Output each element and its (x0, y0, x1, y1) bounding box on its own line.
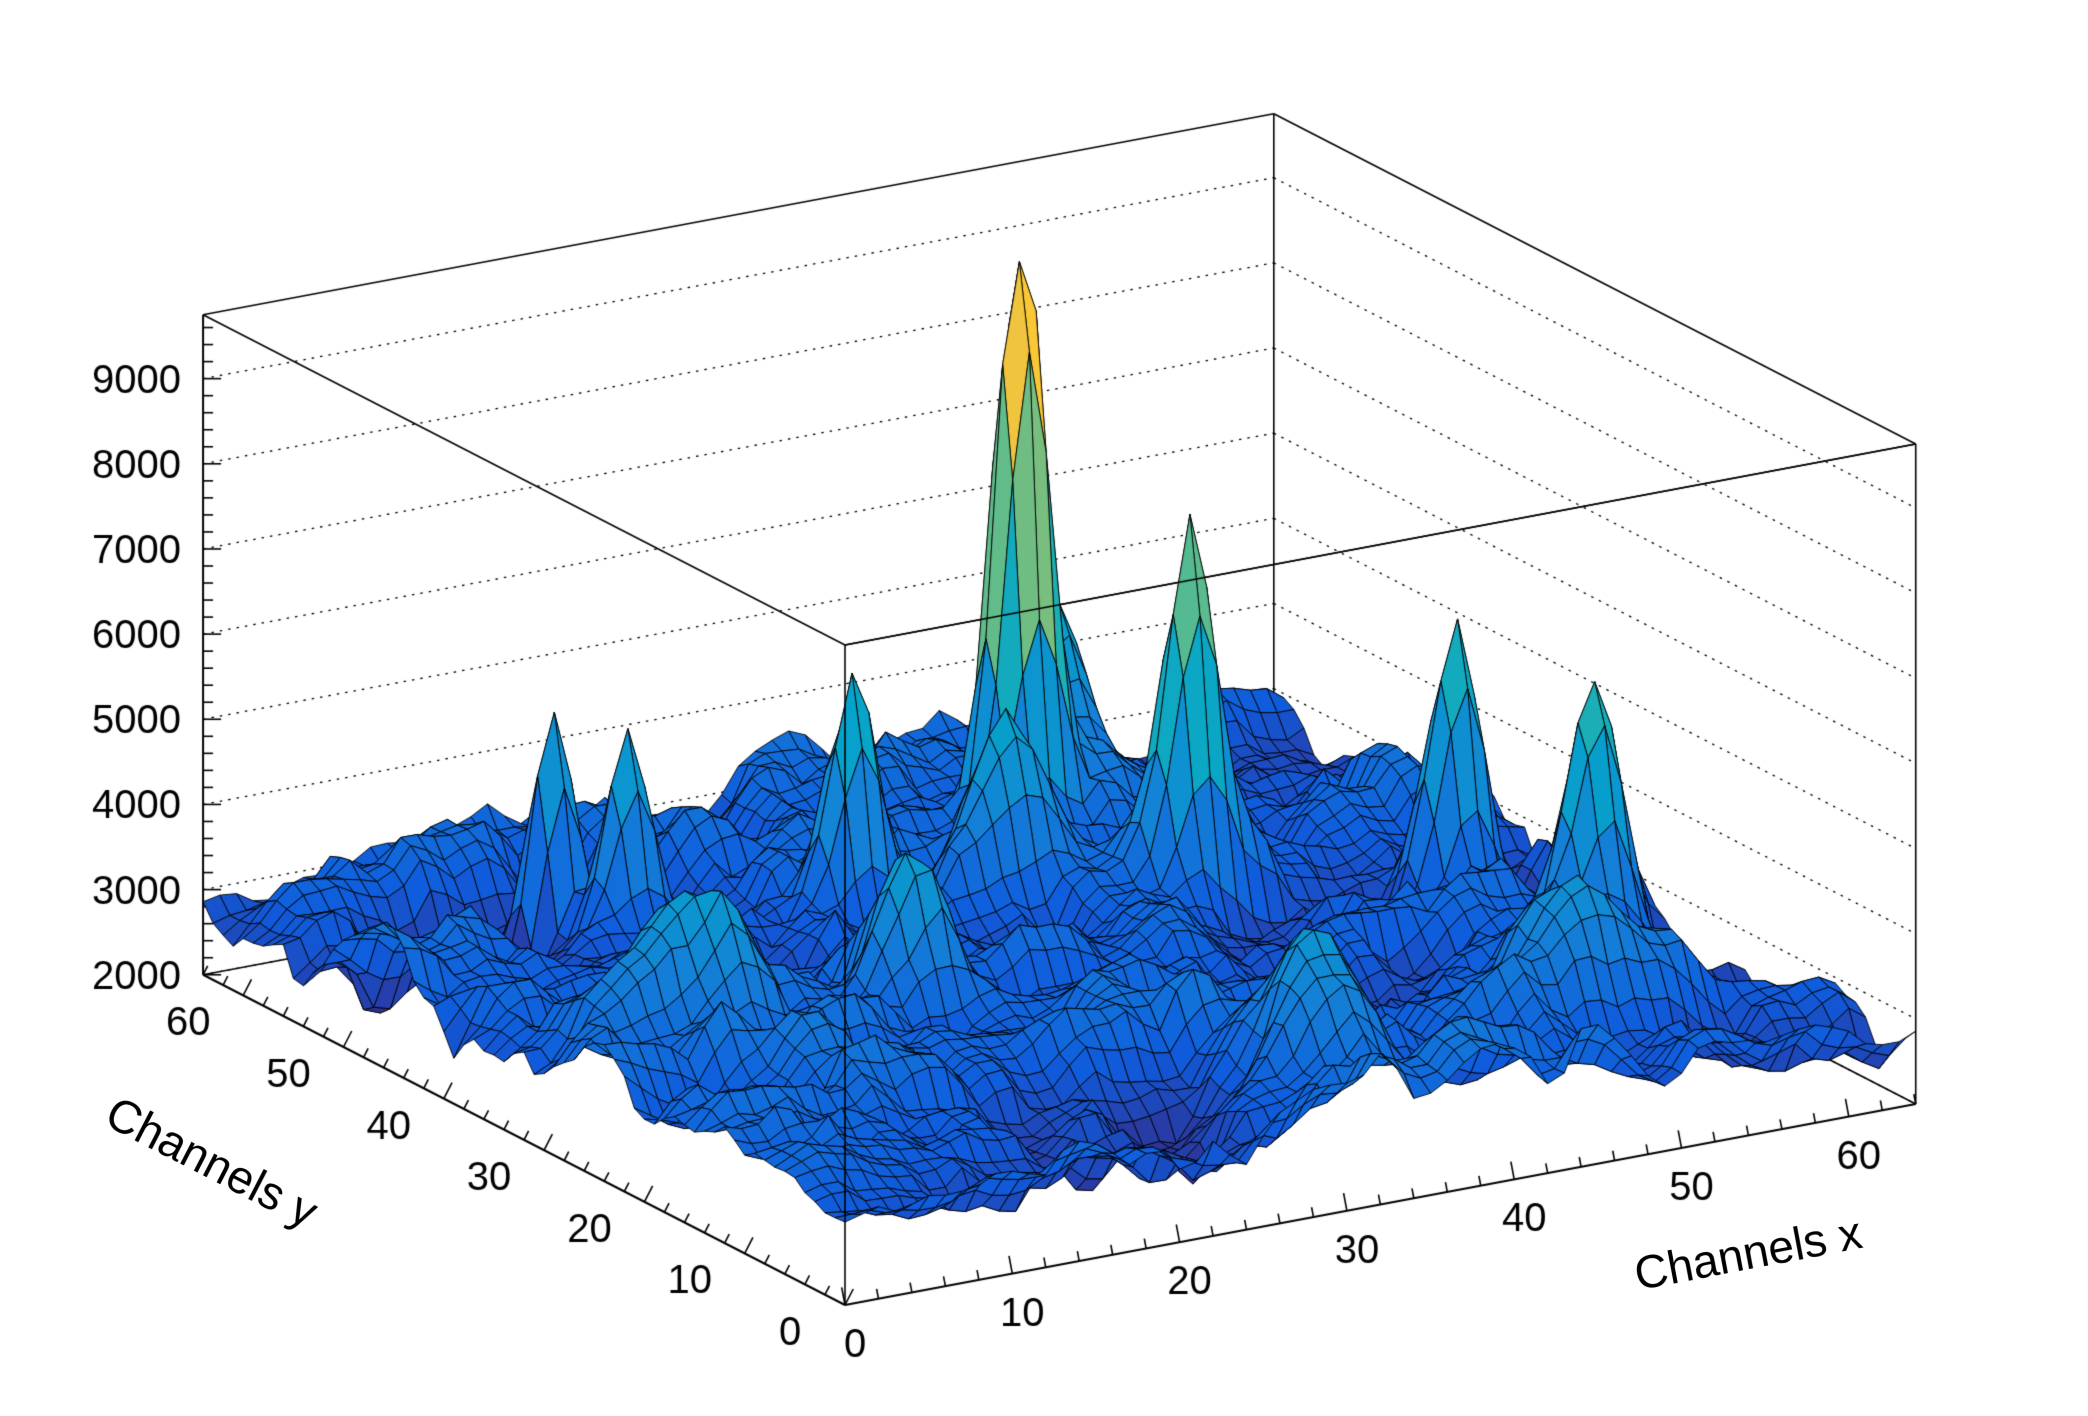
surface-plot-canvas (0, 0, 2088, 1416)
surface-plot: Channels x Channels y (0, 0, 2088, 1416)
